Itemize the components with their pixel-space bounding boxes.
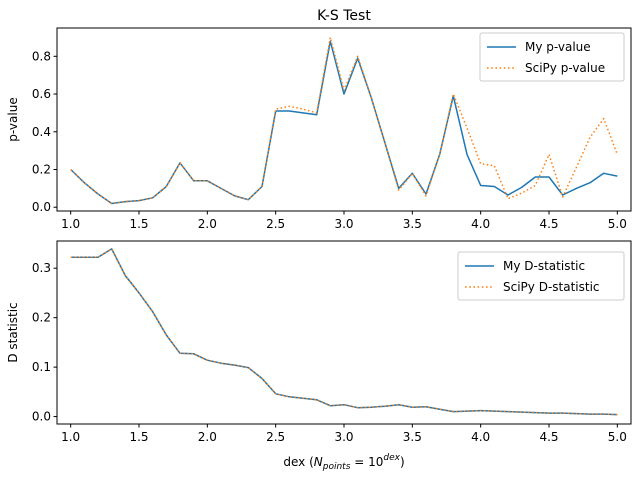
y-axis-label: D statistic: [6, 302, 20, 362]
y-tick-label: 0.2: [32, 162, 51, 176]
y-tick-label: 0.8: [32, 49, 51, 63]
series-line-scipy-d-statistic: [70, 248, 618, 416]
series-line-scipy-p-value: [70, 36, 619, 205]
p-value-chart: K-S Test 1.0 1.5 2.0 2.5 3.0 3.5 4.0 4.5 5.0 0.0 0…: [6, 8, 632, 231]
x-tick-label: 2.0: [198, 430, 217, 444]
x-tick-label: 4.5: [539, 430, 558, 444]
legend-box: [479, 32, 625, 82]
p-value-ticks: 1.0 1.5 2.0 2.5 3.0 3.5 4.0 4.5 5.0 0.0 0.2 0.4 0.6 0…: [32, 49, 627, 231]
legend-box: [457, 251, 625, 301]
d-statistic-series: [70, 248, 618, 416]
chart-title: K-S Test: [317, 8, 371, 24]
x-axis-label: dex (Npoints = 10dex): [283, 453, 404, 472]
y-tick-label: 0.3: [32, 261, 51, 275]
y-tick-label: 0.0: [32, 410, 51, 424]
d-statistic-legend: My D-statistic SciPy D-statistic: [457, 251, 625, 301]
x-tick-label: 1.0: [61, 217, 80, 231]
x-tick-label: 2.5: [266, 217, 285, 231]
legend-label-my-p-value: My p-value: [525, 40, 591, 54]
p-value-legend: My p-value SciPy p-value: [479, 32, 625, 82]
y-tick-label: 0.4: [32, 125, 51, 139]
p-value-series: [70, 36, 619, 205]
x-tick-label: 1.0: [61, 430, 80, 444]
legend-label-scipy-p-value: SciPy p-value: [525, 61, 605, 75]
legend-label-my-d-statistic: My D-statistic: [503, 259, 585, 273]
x-tick-label: 3.5: [403, 430, 422, 444]
x-tick-label: 3.0: [334, 430, 353, 444]
x-tick-label: 2.0: [198, 217, 217, 231]
x-tick-label: 3.0: [334, 217, 353, 231]
x-tick-label: 2.5: [266, 430, 285, 444]
y-axis-label: p-value: [6, 97, 20, 141]
y-tick-label: 0.1: [32, 360, 51, 374]
x-tick-label: 4.0: [471, 430, 490, 444]
y-tick-label: 0.2: [32, 311, 51, 325]
x-tick-label: 5.0: [608, 430, 627, 444]
y-tick-label: 0.6: [32, 87, 51, 101]
x-tick-label: 3.5: [403, 217, 422, 231]
series-line-my-p-value: [70, 40, 618, 205]
d-statistic-ticks: 1.0 1.5 2.0 2.5 3.0 3.5 4.0 4.5 5.0 0.0 0.1 0.2 0.3: [32, 261, 627, 444]
d-statistic-chart: 1.0 1.5 2.0 2.5 3.0 3.5 4.0 4.5 5.00.00.10.20.3 …: [6, 240, 632, 472]
x-tick-label: 4.0: [471, 217, 490, 231]
y-tick-label: 0.0: [32, 200, 51, 214]
x-tick-label: 1.5: [129, 217, 148, 231]
x-tick-label: 4.5: [539, 217, 558, 231]
legend-label-scipy-d-statistic: SciPy D-statistic: [503, 280, 600, 294]
x-tick-label: 5.0: [608, 217, 627, 231]
x-tick-label: 1.5: [129, 430, 148, 444]
